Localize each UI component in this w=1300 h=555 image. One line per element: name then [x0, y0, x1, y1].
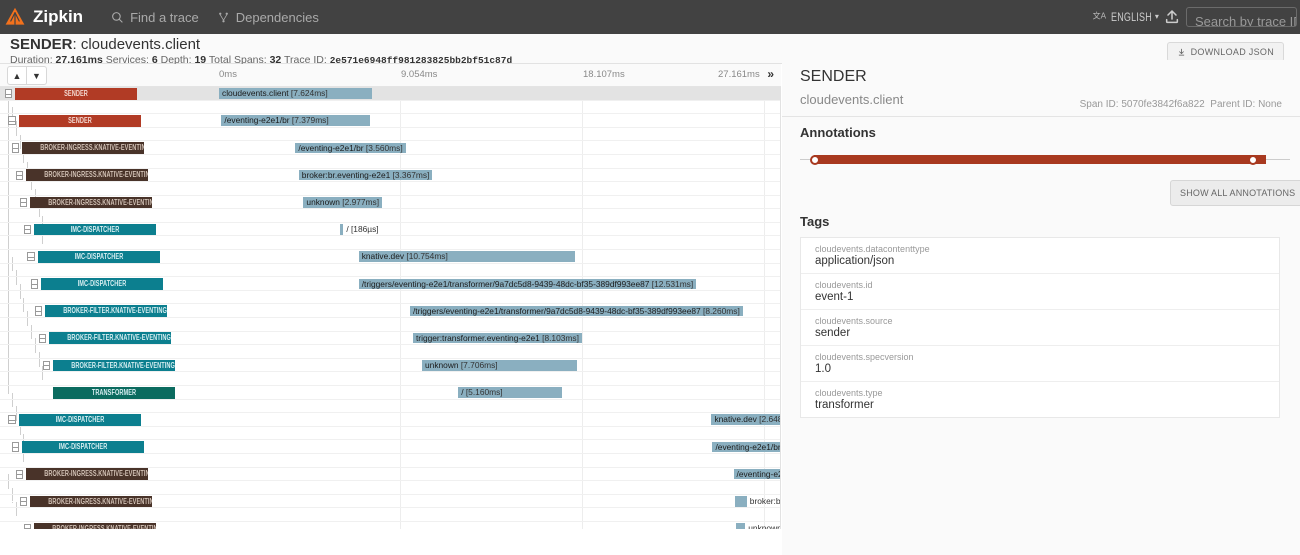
svg-text:文A: 文A [1093, 11, 1106, 21]
